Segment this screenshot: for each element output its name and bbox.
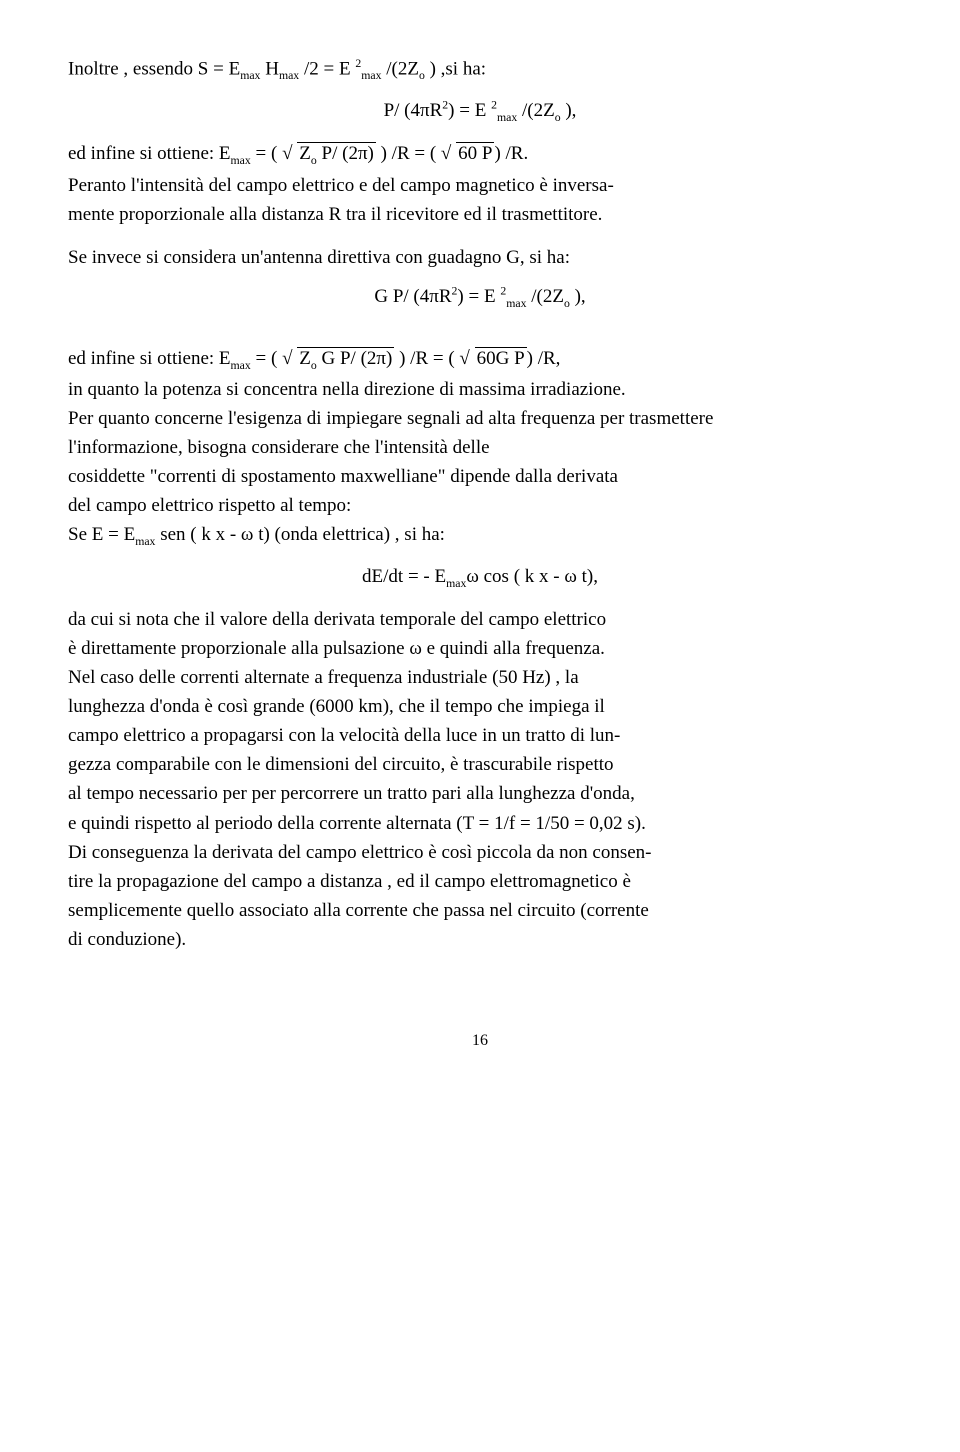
sup-2: 2 <box>500 285 506 298</box>
t: G P/ (4πR <box>374 286 451 307</box>
t: P/ (4πR <box>384 100 443 121</box>
line: al tempo necessario per per percorrere u… <box>68 781 892 806</box>
line: tire la propagazione del campo a distanz… <box>68 869 892 894</box>
line: in quanto la potenza si concentra nella … <box>68 377 892 402</box>
line: Peranto l'intensità del campo elettrico … <box>68 173 892 198</box>
line-1: Inoltre , essendo S = Emax Hmax /2 = E 2… <box>68 56 892 84</box>
sub-max: max <box>240 69 260 82</box>
t: = ( √ <box>251 348 297 369</box>
t: G P/ (2π) <box>317 348 393 369</box>
line: mente proporzionale alla distanza R tra … <box>68 202 892 227</box>
sqrt-3: Zo G P/ (2π) <box>297 347 394 372</box>
line: Se invece si considera un'antenna dirett… <box>68 245 892 270</box>
sqrt-2: 60 P <box>456 142 494 163</box>
sub-max: max <box>497 111 517 124</box>
line: Per quanto concerne l'esigenza di impieg… <box>68 406 892 431</box>
line: campo elettrico a propagarsi con la velo… <box>68 723 892 748</box>
line: e quindi rispetto al periodo della corre… <box>68 811 892 836</box>
t: ed infine si ottiene: E <box>68 143 231 164</box>
t: ) /R = ( √ <box>394 348 474 369</box>
t: ) = E <box>448 100 491 121</box>
t: Inoltre , essendo S = E <box>68 58 240 79</box>
t: ), <box>561 100 577 121</box>
line-emax-1: ed infine si ottiene: Emax = ( √ Zo P/ (… <box>68 141 892 168</box>
eq: P/ (4πR2) = E 2max /(2Zo ), <box>384 100 577 121</box>
t: 60G P <box>477 348 525 369</box>
sub-max: max <box>279 69 299 82</box>
t: dE/dt = - E <box>362 566 446 587</box>
line: del campo elettrico rispetto al tempo: <box>68 493 892 518</box>
sqrt-1: Zo P/ (2π) <box>297 142 376 167</box>
equation-1: P/ (4πR2) = E 2max /(2Zo ), <box>68 98 892 126</box>
t: Z <box>299 348 311 369</box>
sup-2: 2 <box>491 99 497 112</box>
t: H <box>260 58 278 79</box>
sub-max: max <box>506 297 526 310</box>
sqrt-4: 60G P <box>475 347 527 368</box>
t: ed infine si ottiene: E <box>68 348 231 369</box>
t: P/ (2π) <box>317 143 374 164</box>
t: ) /R = ( √ <box>376 143 456 164</box>
line: Nel caso delle correnti alternate a freq… <box>68 665 892 690</box>
t: ) = E <box>457 286 500 307</box>
line: semplicemente quello associato alla corr… <box>68 898 892 923</box>
t: ) /R, <box>527 348 561 369</box>
line-se-e: Se E = Emax sen ( k x - ω t) (onda elett… <box>68 522 892 549</box>
t: = ( √ <box>251 143 297 164</box>
line: è direttamente proporzionale alla pulsaz… <box>68 636 892 661</box>
sub-max: max <box>135 535 155 548</box>
t: /(2Z <box>517 100 554 121</box>
line: l'informazione, bisogna considerare che … <box>68 435 892 460</box>
sub-max: max <box>446 576 466 589</box>
t: ω cos ( k x - ω t), <box>466 566 598 587</box>
line: lunghezza d'onda è così grande (6000 km)… <box>68 694 892 719</box>
t: sen ( k x - ω t) (onda elettrica) , si h… <box>155 524 445 545</box>
t: /(2Z <box>381 58 418 79</box>
line-emax-2: ed infine si ottiene: Emax = ( √ Zo G P/… <box>68 346 892 373</box>
eq: G P/ (4πR2) = E 2max /(2Zo ), <box>374 286 585 307</box>
line: cosiddette "correnti di spostamento maxw… <box>68 464 892 489</box>
line: di conduzione). <box>68 927 892 952</box>
t: /2 = E <box>299 58 355 79</box>
line: Di conseguenza la derivata del campo ele… <box>68 840 892 865</box>
sub-max: max <box>231 154 251 167</box>
equation-2: G P/ (4πR2) = E 2max /(2Zo ), <box>68 284 892 312</box>
t: Z <box>299 143 311 164</box>
t: Se E = E <box>68 524 135 545</box>
t: ) ,si ha: <box>425 58 486 79</box>
sub-max: max <box>361 69 381 82</box>
t: ) /R. <box>494 143 528 164</box>
t: /(2Z <box>526 286 563 307</box>
sub-max: max <box>231 358 251 371</box>
t: 60 P <box>458 143 492 164</box>
line: da cui si nota che il valore della deriv… <box>68 607 892 632</box>
t: ), <box>570 286 586 307</box>
eq: dE/dt = - Emaxω cos ( k x - ω t), <box>362 566 598 587</box>
page-number: 16 <box>68 1030 892 1051</box>
spacer <box>68 328 892 346</box>
line: gezza comparabile con le dimensioni del … <box>68 752 892 777</box>
equation-3: dE/dt = - Emaxω cos ( k x - ω t), <box>68 564 892 591</box>
